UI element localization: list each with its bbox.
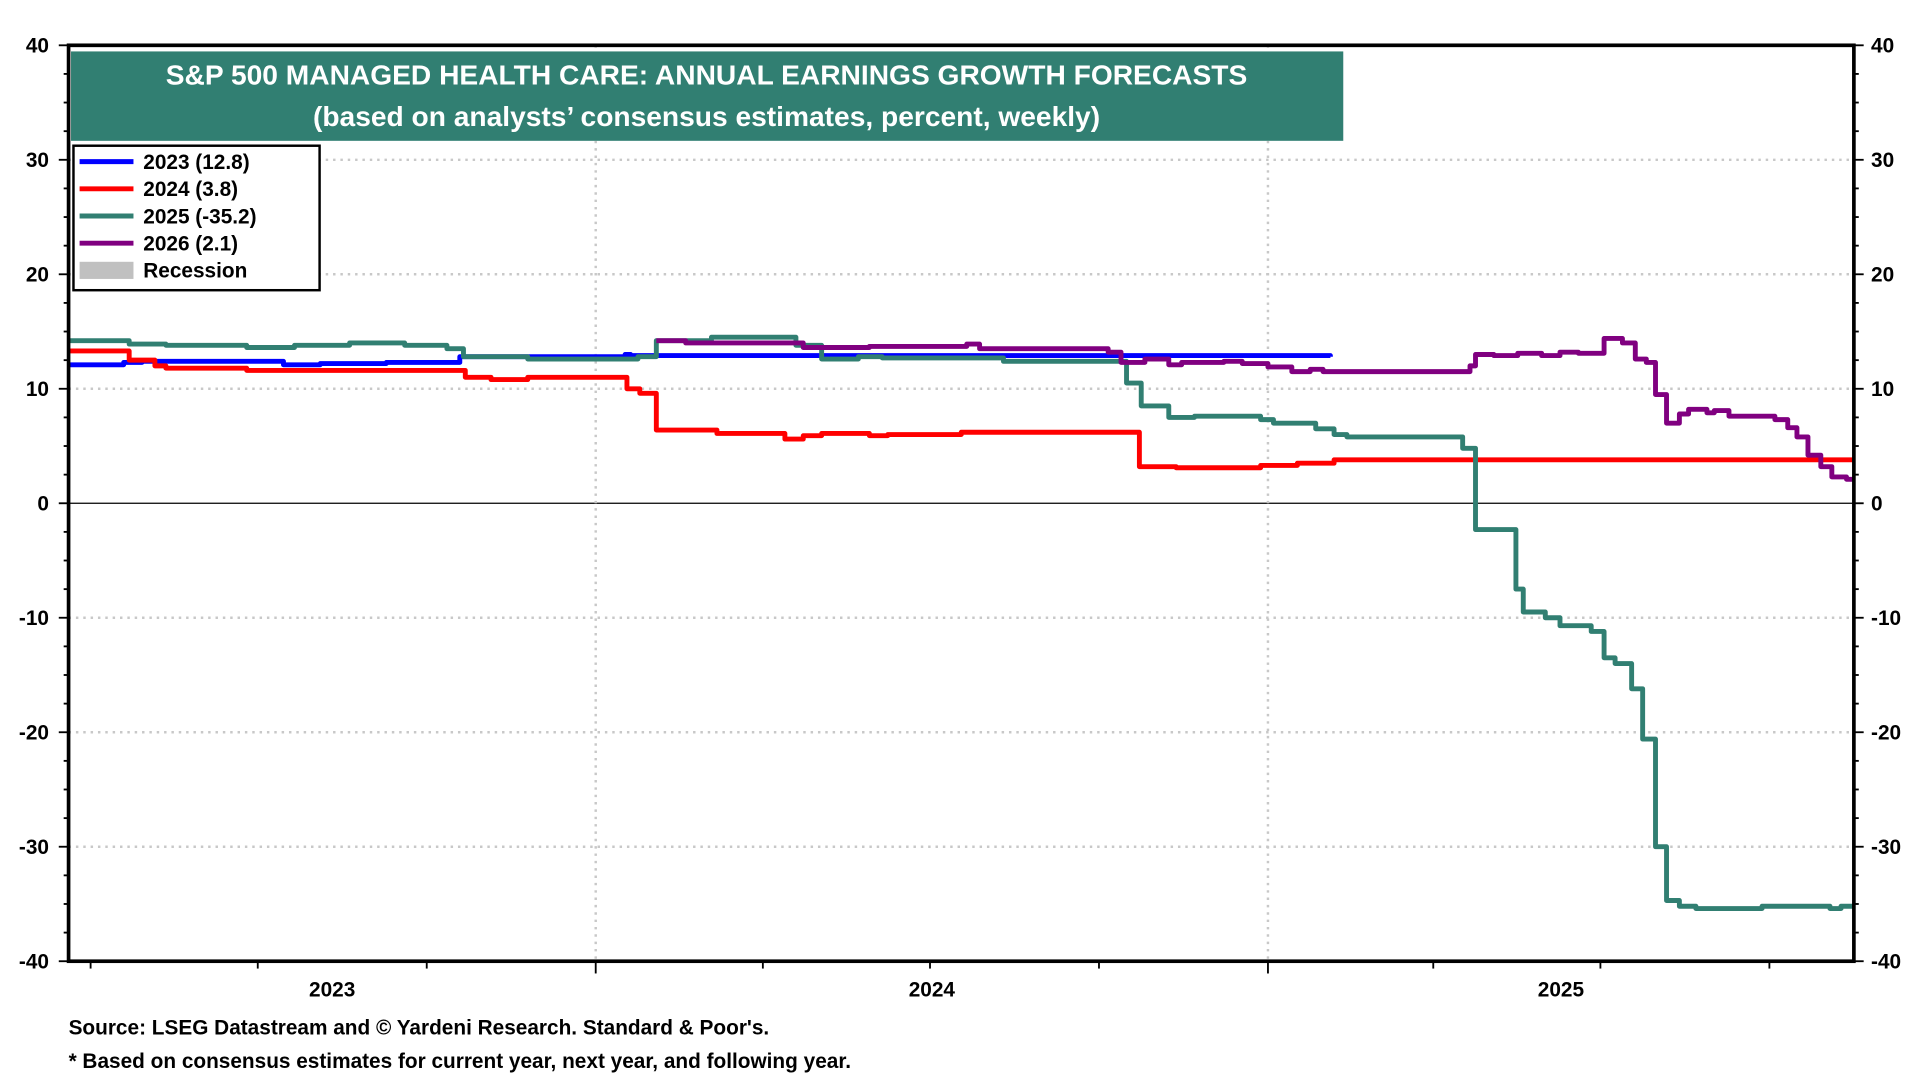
legend-label: 2023 (12.8)	[143, 151, 249, 174]
source-note: Source: LSEG Datastream and © Yardeni Re…	[69, 1017, 770, 1040]
y-tick-label-left: 0	[37, 493, 49, 516]
chart-subtitle: (based on analysts’ consensus estimates,…	[313, 101, 1100, 132]
legend: 2023 (12.8) 2024 (3.8) 2025 (-35.2) 2026 (2…	[72, 144, 321, 292]
y-tick-label-right: 10	[1871, 378, 1894, 401]
y-tick-label-right: 40	[1871, 35, 1894, 58]
series-line-2025	[68, 334, 1854, 912]
y-tick-label-left: -10	[19, 607, 49, 630]
axes: 40 40 30 30 20 20 10 10 0 0 -10 -10 -20 -20 -30 -30 -40 -…	[19, 35, 1901, 1002]
y-tick-label-left: -40	[19, 951, 49, 974]
series-line-2024	[68, 348, 1854, 471]
series-line-2026	[656, 335, 1854, 482]
y-tick-label-left: 30	[26, 149, 49, 172]
gridlines	[68, 45, 1854, 962]
y-tick-label-right: -10	[1871, 607, 1901, 630]
legend-label: 2025 (-35.2)	[143, 205, 256, 228]
y-tick-label-left: 20	[26, 264, 49, 287]
x-tick-label: 2025	[1538, 979, 1584, 1002]
y-tick-label-right: -40	[1871, 951, 1901, 974]
x-tick-label: 2024	[909, 979, 956, 1002]
y-tick-label-left: -30	[19, 836, 49, 859]
title-box	[71, 51, 1344, 141]
y-tick-label-right: -20	[1871, 722, 1901, 745]
y-tick-label-left: 10	[26, 378, 49, 401]
y-tick-label-right: 0	[1871, 493, 1883, 516]
y-tick-label-left: -20	[19, 722, 49, 745]
y-tick-label-right: 20	[1871, 264, 1894, 287]
series-lines	[68, 334, 1854, 912]
y-tick-label-right: -30	[1871, 836, 1901, 859]
legend-swatch-recession	[79, 261, 134, 279]
y-tick-label-right: 30	[1871, 149, 1894, 172]
legend-label: 2024 (3.8)	[143, 178, 238, 201]
footnote: * Based on consensus estimates for curre…	[69, 1050, 851, 1073]
legend-label: Recession	[143, 260, 247, 283]
legend-label: 2026 (2.1)	[143, 233, 238, 256]
y-tick-label-left: 40	[26, 35, 49, 58]
chart-title: S&P 500 MANAGED HEALTH CARE: ANNUAL EARN…	[166, 59, 1247, 90]
x-tick-label: 2023	[309, 979, 355, 1002]
